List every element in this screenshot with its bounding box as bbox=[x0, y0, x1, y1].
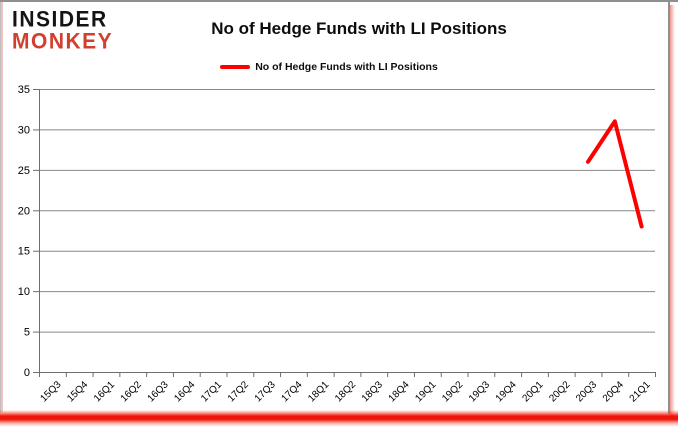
x-tick-label: 18Q1 bbox=[306, 379, 331, 404]
series-line-hedge-funds bbox=[586, 119, 644, 229]
legend: No of Hedge Funds with LI Positions bbox=[0, 60, 658, 74]
y-tick-label: 15 bbox=[18, 246, 30, 258]
x-tick-label: 20Q1 bbox=[521, 379, 546, 404]
x-tick-label: 19Q2 bbox=[440, 379, 465, 404]
x-tick-label: 19Q3 bbox=[467, 379, 492, 404]
logo-line2: MONKEY bbox=[12, 29, 114, 54]
x-tick-label: 21Q1 bbox=[628, 379, 653, 404]
frame-left-border bbox=[0, 2, 1, 413]
x-tick-label: 16Q1 bbox=[92, 379, 117, 404]
logo-line1: INSIDER bbox=[12, 7, 108, 32]
x-tick-label: 16Q4 bbox=[172, 379, 197, 404]
x-tick-label: 20Q2 bbox=[547, 379, 572, 404]
x-tick-label: 18Q2 bbox=[333, 379, 358, 404]
x-tick-label: 19Q4 bbox=[494, 379, 519, 404]
x-tick-label: 17Q1 bbox=[199, 379, 224, 404]
y-tick-label: 30 bbox=[18, 124, 30, 136]
frame-top-border bbox=[0, 0, 678, 2]
x-tick-label: 18Q4 bbox=[387, 379, 412, 404]
chart-title: No of Hedge Funds with LI Positions bbox=[211, 19, 507, 38]
x-tick-label: 20Q3 bbox=[574, 379, 599, 404]
y-tick-label: 20 bbox=[18, 205, 30, 217]
x-tick-label: 15Q3 bbox=[38, 379, 63, 404]
x-tick-label: 16Q3 bbox=[146, 379, 171, 404]
frame-right-glow bbox=[670, 5, 675, 416]
x-tick-label: 17Q4 bbox=[279, 379, 304, 404]
x-tick-label: 16Q2 bbox=[119, 379, 144, 404]
insider-monkey-logo: INSIDER MONKEY bbox=[12, 9, 113, 53]
x-tick-label: 20Q4 bbox=[601, 379, 626, 404]
x-tick-label: 18Q3 bbox=[360, 379, 385, 404]
legend-series-label: No of Hedge Funds with LI Positions bbox=[255, 61, 438, 73]
x-tick-label: 15Q4 bbox=[65, 379, 90, 404]
y-tick-label: 25 bbox=[18, 165, 30, 177]
y-tick-label: 0 bbox=[24, 367, 30, 379]
y-tick-label: 5 bbox=[24, 327, 30, 339]
y-tick-label: 35 bbox=[18, 84, 30, 96]
legend-series-marker bbox=[220, 65, 251, 69]
x-tick-label: 17Q3 bbox=[253, 379, 278, 404]
x-tick-label: 19Q1 bbox=[413, 379, 438, 404]
frame-bottom-red-bar bbox=[0, 410, 678, 427]
x-tick-label: 17Q2 bbox=[226, 379, 251, 404]
y-tick-label: 10 bbox=[18, 286, 30, 298]
frame-right-border bbox=[668, 2, 670, 414]
frame-left-glow bbox=[1, 2, 3, 412]
